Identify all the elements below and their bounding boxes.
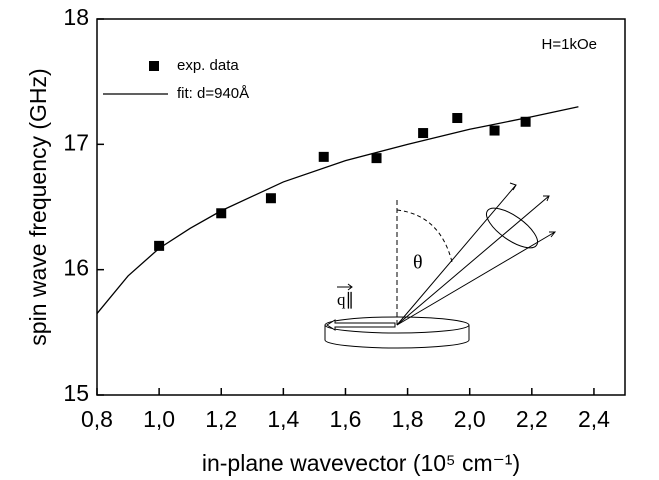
data-point xyxy=(371,153,382,164)
data-point xyxy=(418,128,429,139)
data-point xyxy=(265,193,276,204)
annotation: θ xyxy=(413,252,423,274)
y-tick-label: 17 xyxy=(63,129,89,155)
y-tick-label: 16 xyxy=(63,255,89,281)
y-axis-title: spin wave frequency (GHz) xyxy=(25,68,51,345)
data-point xyxy=(489,125,500,136)
x-tick-label: 2,0 xyxy=(454,406,486,432)
x-tick-label: 1,4 xyxy=(267,406,299,432)
y-tick-label: 18 xyxy=(63,4,89,30)
data-point xyxy=(318,151,329,162)
data-point xyxy=(520,116,531,127)
legend-label: fit: d=940Å xyxy=(177,85,249,102)
fit-line xyxy=(96,106,579,314)
y-tick-label: 15 xyxy=(63,380,89,406)
x-tick-label: 1,6 xyxy=(329,406,361,432)
x-tick-label: 1,8 xyxy=(392,406,424,432)
inset-diagram xyxy=(324,182,557,349)
annotation: q∥ xyxy=(337,290,354,309)
x-tick-label: 1,2 xyxy=(205,406,237,432)
x-tick-label: 2,2 xyxy=(516,406,548,432)
x-tick-label: 1,0 xyxy=(143,406,175,432)
data-point xyxy=(154,240,165,251)
x-tick-label: 2,4 xyxy=(578,406,610,432)
x-tick-label: 0,8 xyxy=(81,406,113,432)
data-point xyxy=(452,113,463,124)
data-point xyxy=(216,208,227,219)
annotation: H=1kOe xyxy=(542,36,597,53)
legend-label: exp. data xyxy=(177,57,239,74)
legend-marker xyxy=(149,61,159,71)
x-axis-title: in-plane wavevector (10⁵ cm⁻¹) xyxy=(202,450,520,476)
plot-frame xyxy=(96,18,626,396)
